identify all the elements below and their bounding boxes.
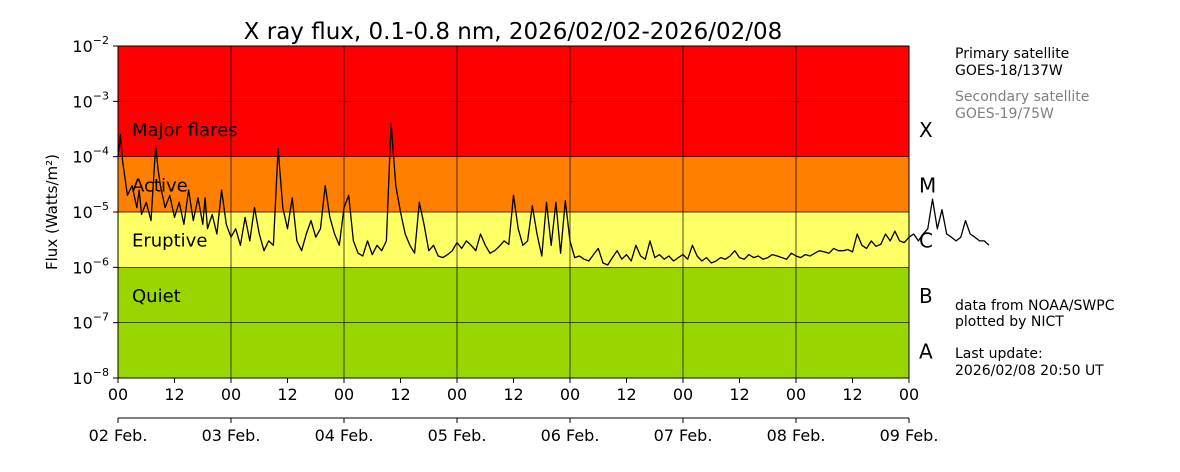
- class-labels: X M C B A: [919, 118, 936, 363]
- band-label-major-flares: Major flares: [132, 120, 238, 141]
- flux-line-0: [117, 122, 990, 266]
- x-tick-label: 00: [899, 385, 919, 404]
- date-label: 07 Feb.: [654, 426, 713, 445]
- last-update-value: 2026/02/08 20:50 UT: [955, 363, 1104, 379]
- y-tick-base: 10: [72, 37, 92, 56]
- x-tick-label: 00: [334, 385, 354, 404]
- x-tick-label: 12: [616, 385, 636, 404]
- date-label: 09 Feb.: [880, 426, 939, 445]
- plot-credit: plotted by NICT: [955, 314, 1064, 330]
- secondary-satellite-label: Secondary satellite: [955, 89, 1090, 105]
- flux-series: [117, 122, 990, 266]
- date-label: 03 Feb.: [202, 426, 261, 445]
- x-tick-label: 12: [390, 385, 410, 404]
- y-tick-exponent: −2: [93, 34, 109, 47]
- class-label-a: A: [919, 339, 933, 363]
- y-tick-base: 10: [72, 258, 92, 277]
- y-tick-label: 10−8: [72, 366, 109, 388]
- secondary-satellite-name: GOES-19/75W: [955, 106, 1054, 122]
- y-tick-exponent: −4: [93, 145, 109, 158]
- chart-title: X ray flux, 0.1-0.8 nm, 2026/02/02-2026/…: [244, 19, 783, 45]
- date-label: 05 Feb.: [428, 426, 487, 445]
- date-label: 04 Feb.: [315, 426, 374, 445]
- y-tick-label: 10−4: [72, 145, 109, 167]
- y-tick-exponent: −7: [93, 311, 109, 324]
- band-label-eruptive: Eruptive: [132, 231, 207, 252]
- y-tick-label: 10−6: [72, 255, 109, 277]
- y-tick-label: 10−7: [72, 311, 109, 333]
- y-axis: 10−810−710−610−510−410−310−2: [72, 34, 118, 388]
- y-tick-exponent: −5: [93, 200, 109, 213]
- y-tick-base: 10: [72, 369, 92, 388]
- x-tick-label: 12: [842, 385, 862, 404]
- x-tick-label: 12: [164, 385, 184, 404]
- class-label-c: C: [919, 229, 933, 253]
- x-tick-label: 12: [503, 385, 523, 404]
- y-axis-label: Flux (Watts/m²): [43, 154, 61, 270]
- y-tick-label: 10−2: [72, 34, 109, 56]
- x-tick-label: 12: [277, 385, 297, 404]
- y-tick-exponent: −6: [93, 255, 109, 268]
- x-tick-label: 00: [221, 385, 241, 404]
- y-tick-base: 10: [72, 314, 92, 333]
- class-label-b: B: [919, 284, 933, 308]
- date-label: 06 Feb.: [541, 426, 600, 445]
- grid-lines: [118, 46, 909, 378]
- class-label-m: M: [919, 173, 936, 197]
- x-tick-label: 00: [786, 385, 806, 404]
- y-tick-label: 10−5: [72, 200, 109, 222]
- date-label: 02 Feb.: [89, 426, 148, 445]
- y-tick-base: 10: [72, 148, 92, 167]
- date-label: 08 Feb.: [767, 426, 826, 445]
- x-tick-label: 00: [673, 385, 693, 404]
- x-tick-label: 00: [447, 385, 467, 404]
- x-tick-label: 00: [560, 385, 580, 404]
- y-tick-base: 10: [72, 203, 92, 222]
- primary-satellite-name: GOES-18/137W: [955, 63, 1063, 79]
- x-tick-label: 12: [729, 385, 749, 404]
- x-axis: 00 12 00 12 00 12 00 12 00 12 00 12 00 12 00 02 Feb. 03 …: [89, 378, 939, 445]
- class-label-x: X: [919, 118, 933, 142]
- y-tick-exponent: −8: [93, 366, 109, 379]
- band-label-quiet: Quiet: [132, 286, 181, 307]
- x-tick-label: 00: [108, 385, 128, 404]
- y-tick-exponent: −3: [93, 89, 109, 102]
- y-tick-base: 10: [72, 92, 92, 111]
- band-eruptive: [118, 212, 909, 268]
- band-active: [118, 156, 909, 212]
- last-update-label: Last update:: [955, 346, 1043, 362]
- data-source-credit: data from NOAA/SWPC: [955, 298, 1115, 314]
- primary-satellite-label: Primary satellite: [955, 46, 1070, 62]
- y-tick-label: 10−3: [72, 89, 109, 111]
